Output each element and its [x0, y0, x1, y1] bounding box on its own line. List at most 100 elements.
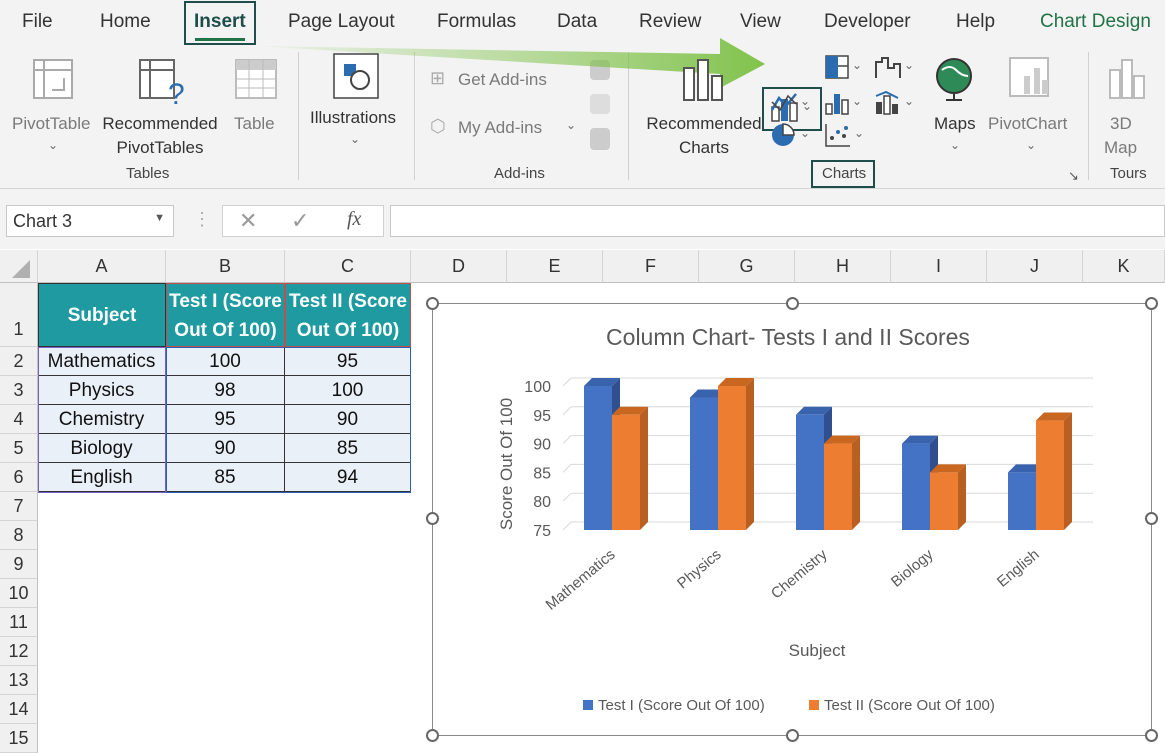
highlight-arrow — [255, 38, 765, 88]
bar-side — [746, 378, 754, 530]
x-axis-title[interactable]: Subject — [789, 641, 846, 660]
column-header[interactable]: E — [507, 250, 603, 283]
resize-handle[interactable] — [1145, 729, 1158, 742]
more-options-icon[interactable]: ⋮ — [193, 209, 211, 229]
my-addins-button[interactable]: ⬡ My Add-ins ⌄ — [430, 116, 580, 142]
menu-page-layout[interactable]: Page Layout — [288, 11, 395, 32]
row-header[interactable]: 4 — [0, 405, 38, 434]
row-header[interactable]: 6 — [0, 463, 38, 492]
menu-help[interactable]: Help — [956, 11, 996, 32]
3d-map-button[interactable]: 3D Map — [1098, 54, 1158, 164]
table-cell[interactable]: English — [38, 463, 166, 492]
resize-handle[interactable] — [426, 729, 439, 742]
select-all-button[interactable] — [0, 250, 38, 283]
chevron-down-icon[interactable]: ▼ — [154, 212, 165, 224]
bar — [824, 443, 852, 530]
menu-review[interactable]: Review — [639, 11, 702, 32]
recommended-pivottables-button[interactable]: ? Recommended PivotTables — [100, 54, 220, 164]
people-graph-icon[interactable] — [590, 128, 610, 150]
chart-title[interactable]: Column Chart- Tests I and II Scores — [606, 324, 970, 350]
resize-handle[interactable] — [426, 512, 439, 525]
bing-maps-icon[interactable] — [590, 94, 610, 114]
column-header[interactable]: B — [166, 250, 285, 283]
dialog-launcher-icon[interactable]: ↘ — [1068, 168, 1079, 183]
column-header[interactable]: H — [795, 250, 891, 283]
insert-line-chart-button[interactable]: ⌄ — [770, 88, 816, 118]
column-header[interactable]: D — [411, 250, 507, 283]
row-header[interactable]: 8 — [0, 521, 38, 550]
table-cell[interactable]: 85 — [285, 434, 411, 463]
name-box[interactable]: Chart 3 ▼ — [6, 205, 174, 237]
header-cell-test1[interactable]: Test I (Score Out Of 100) — [166, 283, 285, 347]
pivot-chart-button[interactable]: PivotChart ⌄ — [986, 54, 1076, 164]
header-cell-subject[interactable]: Subject — [38, 283, 166, 347]
menu-developer[interactable]: Developer — [824, 11, 911, 32]
insert-waterfall-chart-button[interactable]: ⌄ — [874, 52, 918, 82]
table-button[interactable]: Table — [230, 54, 282, 164]
table-cell[interactable]: Chemistry — [38, 405, 166, 434]
column-header[interactable]: K — [1083, 250, 1165, 283]
column-header[interactable]: C — [285, 250, 411, 283]
menu-file[interactable]: File — [22, 11, 53, 32]
row-header[interactable]: 13 — [0, 666, 38, 695]
insert-statistic-chart-button[interactable]: ⌄ — [824, 88, 868, 118]
column-header[interactable]: A — [38, 250, 166, 283]
menu-chart-design[interactable]: Chart Design — [1040, 11, 1151, 32]
row-header[interactable]: 9 — [0, 550, 38, 579]
menu-formulas[interactable]: Formulas — [437, 11, 517, 32]
row-header[interactable]: 14 — [0, 695, 38, 724]
header-cell-test2[interactable]: Test II (Score Out Of 100) — [285, 283, 411, 347]
menu-home[interactable]: Home — [100, 11, 151, 32]
row-header[interactable]: 12 — [0, 637, 38, 666]
table-cell[interactable]: 94 — [285, 463, 411, 492]
table-cell[interactable]: 100 — [166, 347, 285, 376]
table-cell[interactable]: 95 — [285, 347, 411, 376]
get-addins-button[interactable]: ⊞ Get Add-ins — [430, 68, 580, 94]
row-header[interactable]: 7 — [0, 492, 38, 521]
formula-input[interactable] — [390, 205, 1165, 237]
maps-button[interactable]: Maps ⌄ — [928, 54, 982, 164]
row-header[interactable]: 10 — [0, 579, 38, 608]
menu-insert[interactable]: Insert — [194, 11, 246, 32]
table-cell[interactable]: 90 — [166, 434, 285, 463]
table-cell[interactable]: Physics — [38, 376, 166, 405]
row-header[interactable]: 15 — [0, 724, 38, 753]
insert-scatter-chart-button[interactable]: ⌄ — [824, 120, 868, 150]
table-cell[interactable]: 95 — [166, 405, 285, 434]
menu-view[interactable]: View — [740, 11, 781, 32]
enter-icon[interactable]: ✓ — [291, 208, 310, 233]
illustrations-button[interactable]: Illustrations ⌄ — [306, 50, 406, 160]
row-header[interactable]: 1 — [0, 283, 38, 347]
recommended-charts-button[interactable]: Recommended Charts — [640, 54, 768, 164]
legend-label: Test II (Score Out Of 100) — [824, 697, 995, 714]
column-header[interactable]: J — [987, 250, 1083, 283]
table-cell[interactable]: 90 — [285, 405, 411, 434]
x-tick-label: Biology — [888, 546, 937, 591]
resize-handle[interactable] — [786, 729, 799, 742]
table-cell[interactable]: Mathematics — [38, 347, 166, 376]
cancel-icon[interactable]: ✕ — [239, 208, 258, 233]
table-cell[interactable]: 100 — [285, 376, 411, 405]
insert-function-icon[interactable]: fx — [347, 208, 362, 230]
chart-object[interactable]: Column Chart- Tests I and II Scores Scor… — [432, 303, 1152, 736]
row-header[interactable]: 11 — [0, 608, 38, 637]
pivot-table-button[interactable]: PivotTable ⌄ — [12, 54, 96, 164]
column-header[interactable]: G — [699, 250, 795, 283]
insert-combo-chart-button[interactable]: ⌄ — [874, 88, 918, 118]
resize-handle[interactable] — [426, 297, 439, 310]
row-header[interactable]: 2 — [0, 347, 38, 376]
y-axis-title[interactable]: Score Out Of 100 — [497, 398, 516, 530]
resize-handle[interactable] — [786, 297, 799, 310]
column-header[interactable]: I — [891, 250, 987, 283]
table-cell[interactable]: 85 — [166, 463, 285, 492]
resize-handle[interactable] — [1145, 297, 1158, 310]
column-header[interactable]: F — [603, 250, 699, 283]
table-cell[interactable]: Biology — [38, 434, 166, 463]
menu-data[interactable]: Data — [557, 11, 598, 32]
row-header[interactable]: 5 — [0, 434, 38, 463]
insert-hierarchy-chart-button[interactable]: ⌄ — [824, 52, 864, 82]
row-header[interactable]: 3 — [0, 376, 38, 405]
insert-pie-chart-button[interactable]: ⌄ — [770, 120, 816, 150]
table-cell[interactable]: 98 — [166, 376, 285, 405]
resize-handle[interactable] — [1145, 512, 1158, 525]
